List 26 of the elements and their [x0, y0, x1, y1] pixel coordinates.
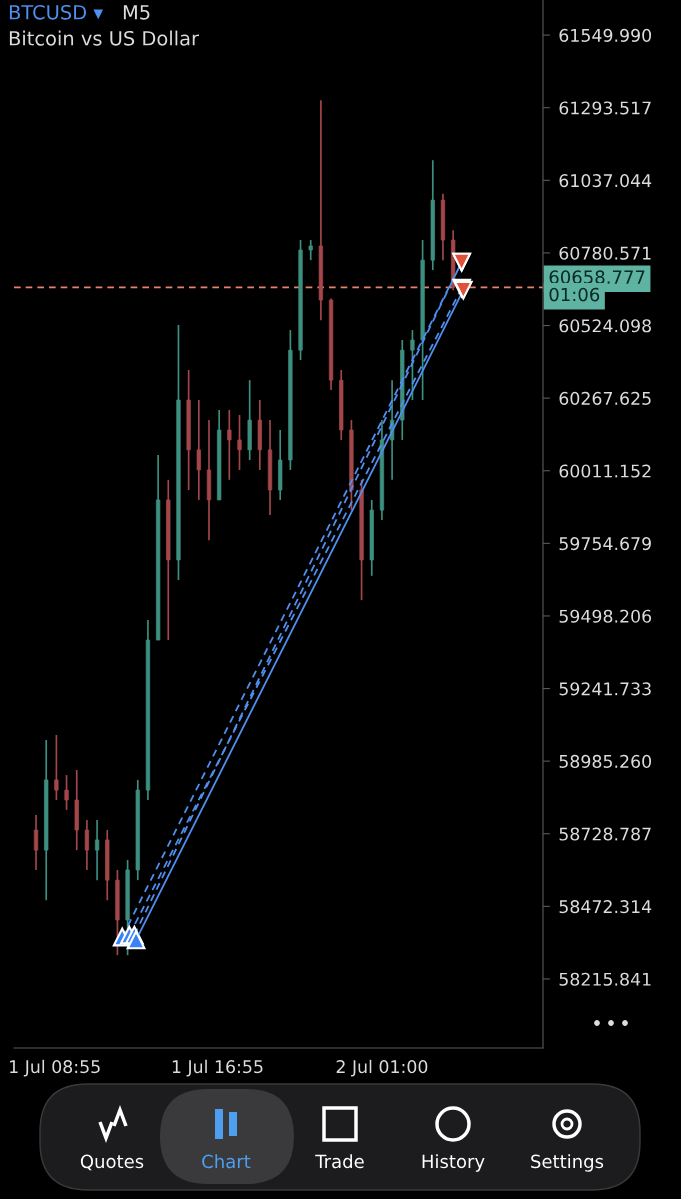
text: Bitcoin vs US Dollar — [9, 30, 200, 46]
text: History — [422, 1154, 485, 1172]
y-tick-label: 58728.787 — [559, 827, 651, 841]
y-tick-label: 58985.260 — [559, 754, 652, 768]
x-tick-label: 1 Jul 16:55 — [172, 1059, 263, 1077]
y-tick-label: 60267.625 — [559, 391, 651, 405]
chart-title: BTCUSD ▾ — [9, 4, 104, 20]
y-tick-label: 60780.571 — [559, 246, 651, 260]
text: 01:06 — [549, 287, 600, 302]
text: Trade — [315, 1154, 364, 1169]
y-tick-label: 59754.679 — [559, 537, 651, 551]
text: Settings — [531, 1154, 604, 1172]
y-tick-label: 61037.044 — [559, 174, 652, 188]
y-tick-label: 61549.990 — [559, 28, 652, 42]
text: Chart — [202, 1154, 251, 1169]
y-tick-label: 59498.206 — [559, 609, 652, 623]
x-tick-label: 2 Jul 01:00 — [336, 1059, 428, 1077]
x-tick-label: 1 Jul 08:55 — [10, 1059, 100, 1077]
text: Quotes — [80, 1154, 144, 1171]
y-tick-label: 58215.841 — [559, 972, 651, 986]
y-tick-label: 59241.733 — [559, 682, 651, 696]
y-tick-label: 60524.098 — [559, 319, 651, 333]
annotation: M5 — [123, 5, 150, 20]
y-tick-label: 60011.152 — [559, 464, 651, 478]
y-tick-label: 61293.517 — [559, 101, 651, 115]
y-tick-label: 58472.314 — [559, 900, 652, 914]
